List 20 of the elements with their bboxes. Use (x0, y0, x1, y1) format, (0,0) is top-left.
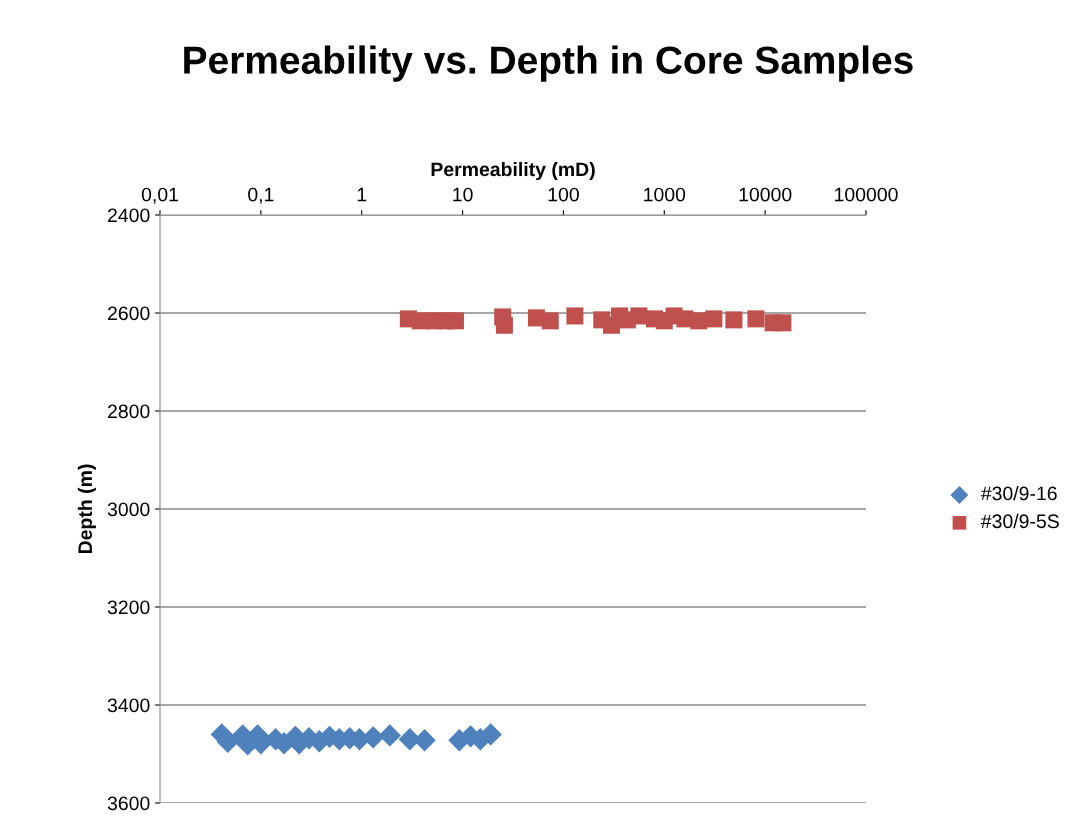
legend-label: #30/9-16 (980, 486, 1057, 501)
y-tick-label: 2600 (108, 306, 150, 321)
x-tick-label: 0,1 (248, 187, 274, 204)
x-tick-label: 0,01 (141, 187, 178, 204)
y-axis-title: Depth (m) (77, 464, 96, 554)
y-tick-label: 3200 (107, 600, 150, 615)
x-tick-label: 10 (453, 187, 473, 202)
y-tick-label: 2800 (108, 404, 150, 419)
y-tick-label: 3400 (107, 698, 150, 713)
y-tick-label: 3600 (107, 796, 150, 811)
x-tick-label: 100 (548, 187, 579, 202)
legend-label: #30/9-5S (980, 513, 1059, 529)
chart-title: Permeability vs. Depth in Core Samples (184, 45, 913, 82)
x-tick-label: 10000 (739, 187, 792, 202)
x-tick-label: 1 (357, 187, 367, 202)
y-tick-label: 2400 (108, 208, 150, 223)
y-tick-label: 3000 (107, 502, 150, 517)
x-tick-label: 1000 (644, 187, 686, 202)
x-tick-label: 100000 (835, 187, 898, 202)
x-axis-title: Permeability (mD) (431, 161, 595, 181)
